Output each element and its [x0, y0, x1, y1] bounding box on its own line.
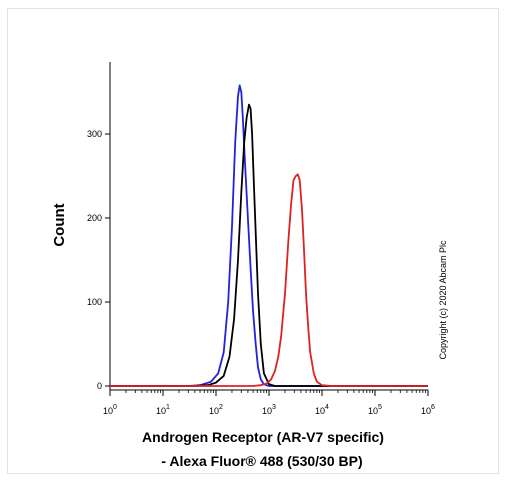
chart-frame: [7, 8, 499, 474]
x-tick-label: 106: [421, 404, 435, 416]
black-histogram-line: [110, 103, 428, 387]
x-tick-label: 101: [156, 404, 170, 416]
y-axis-title: Count: [51, 203, 68, 246]
blue-histogram-line: [110, 84, 428, 387]
x-axis-title-line2: - Alexa Fluor® 488 (530/30 BP): [161, 453, 362, 469]
series-layer: [110, 84, 428, 387]
x-axis-title-line1: Androgen Receptor (AR-V7 specific): [142, 429, 384, 445]
y-tick-label: 300: [87, 129, 102, 139]
y-tick-label: 100: [87, 297, 102, 307]
y-tick-label: 200: [87, 213, 102, 223]
x-tick-label: 103: [262, 404, 276, 416]
y-ticks: 0 100 200 300: [87, 129, 110, 391]
y-tick-label: 0: [97, 381, 102, 391]
x-tick-label: 104: [315, 404, 329, 416]
x-tick-label: 102: [209, 404, 223, 416]
x-ticks: 100 101 102 103 104 105 106: [103, 390, 435, 416]
copyright-text: Copyright (c) 2020 Abcam Plc: [438, 240, 448, 360]
x-tick-label: 100: [103, 404, 117, 416]
axes: [109, 62, 428, 391]
x-tick-label: 105: [368, 404, 382, 416]
red-histogram-line: [110, 173, 428, 387]
